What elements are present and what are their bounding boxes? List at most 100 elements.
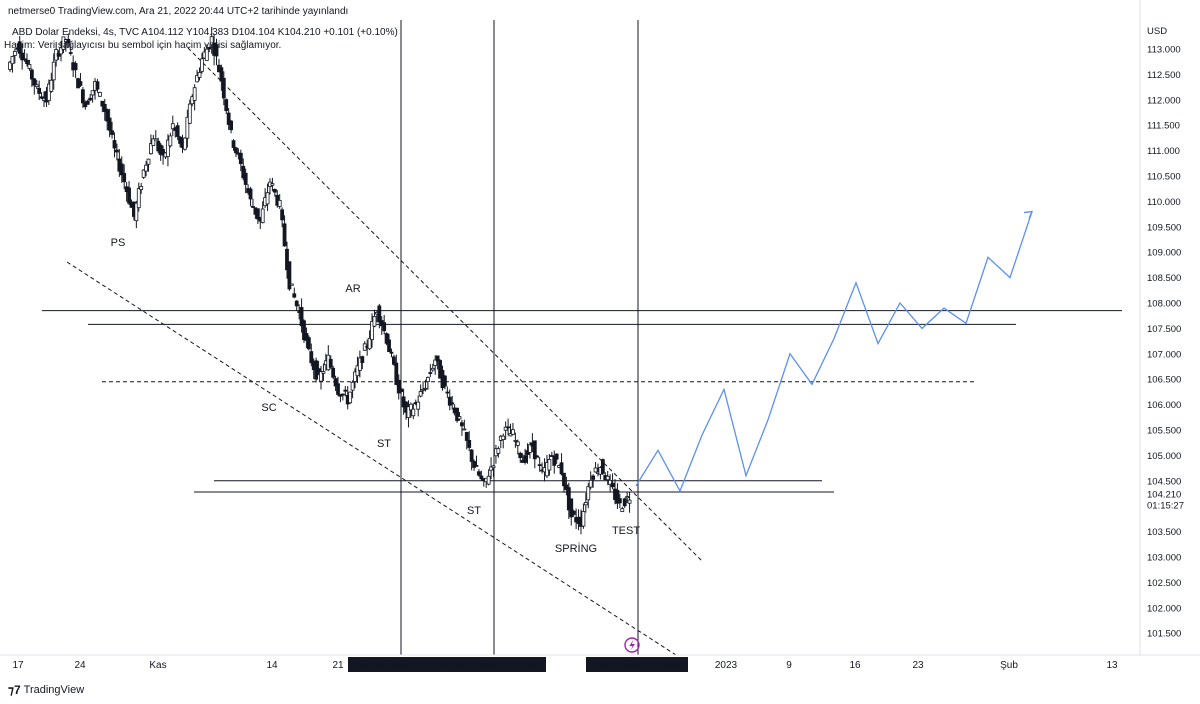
candle-body <box>532 440 537 460</box>
candle-body <box>66 38 71 44</box>
time-tick-label: 9 <box>786 660 792 671</box>
candle-body <box>615 489 620 504</box>
candle-body <box>168 135 173 147</box>
price-tick-label: 111.000 <box>1147 146 1180 157</box>
candle-body <box>547 459 552 471</box>
price-tick-label: 113.000 <box>1147 45 1181 56</box>
candle-body <box>255 208 260 220</box>
candle-body <box>360 356 365 364</box>
candle-body <box>610 482 615 488</box>
candle-body <box>134 202 139 222</box>
wyckoff-label: TEST <box>612 525 640 537</box>
candle-body <box>195 75 199 83</box>
candle-body <box>243 172 248 185</box>
candle-body <box>340 393 345 396</box>
candle-body <box>328 358 333 368</box>
candle-body <box>319 371 323 382</box>
time-tick-label: 23 <box>912 660 924 671</box>
time-tick-label: Kas <box>149 660 166 671</box>
candle-body <box>503 426 508 431</box>
candle-body <box>90 90 95 96</box>
candle-body <box>85 100 90 105</box>
candle-body <box>73 63 78 71</box>
candle-body <box>183 137 187 150</box>
projection-line[interactable] <box>635 211 1033 493</box>
candle-body <box>187 103 192 124</box>
price-tick-label: 102.500 <box>1147 578 1181 589</box>
wyckoff-label: ST <box>467 505 481 517</box>
candle-body <box>472 461 476 468</box>
candle-body <box>27 64 32 69</box>
candle-body <box>571 510 576 515</box>
volume-note: Hacim: Veri sağlayıcısı bu sembol için h… <box>4 40 282 51</box>
candle-body <box>535 455 540 458</box>
price-tick-label: 110.500 <box>1147 172 1181 183</box>
candle-body <box>382 322 387 332</box>
price-tick-label: 108.000 <box>1147 299 1181 310</box>
highlighted-date-label: Çar 07 Ara '22 02:00 <box>449 660 541 671</box>
candle-body <box>146 158 151 165</box>
highlighted-date-label: Cum 25 Kas '22 22:0 <box>352 660 446 671</box>
candle-body <box>421 388 425 391</box>
candle-body <box>331 367 336 378</box>
candle-body <box>513 440 518 442</box>
candle-body <box>161 149 165 156</box>
candle-body <box>511 429 515 435</box>
time-tick-label: 24 <box>74 660 86 671</box>
candle-body <box>32 78 37 86</box>
candle-body <box>192 87 197 101</box>
time-tick-label: 13 <box>1106 660 1118 671</box>
candle-body <box>39 96 44 99</box>
candle-body <box>416 401 421 410</box>
tradingview-icon: ⁊7 <box>8 683 21 697</box>
candle-body <box>265 192 270 205</box>
price-tick-label: 109.500 <box>1147 222 1181 233</box>
wyckoff-label: SPRİNG <box>555 542 597 555</box>
trendline-upper[interactable] <box>187 47 703 562</box>
candle-body <box>8 61 12 70</box>
candle-body <box>144 164 148 172</box>
candle-body <box>20 52 25 61</box>
candle-body <box>166 139 170 157</box>
candle-body <box>80 89 85 104</box>
candle-body <box>583 502 588 506</box>
candle-body <box>353 371 357 382</box>
candle-body <box>554 453 559 460</box>
projection-path <box>635 210 1034 493</box>
trend-channel-lines <box>66 47 703 656</box>
last-price-label: 104.210 <box>1147 490 1181 501</box>
candle-body <box>423 387 428 390</box>
candle-body <box>537 464 542 467</box>
candle-body <box>384 333 389 344</box>
candle-body <box>289 283 294 286</box>
time-tick-label: 17 <box>12 660 24 671</box>
vertical-marker-lines <box>400 20 639 655</box>
price-tick-label: 105.000 <box>1147 451 1181 462</box>
candle-body <box>489 466 493 471</box>
candle-body <box>622 498 627 507</box>
candle-body <box>370 321 374 340</box>
price-tick-label: 107.500 <box>1147 324 1181 335</box>
symbol-ohlc-line[interactable]: ABD Dolar Endeksi, 4s, TVC A104.112 Y104… <box>12 27 398 38</box>
candle-body <box>333 378 338 387</box>
candle-body <box>467 440 472 448</box>
trendline-lower[interactable] <box>66 261 677 656</box>
projection-arrowhead <box>1023 210 1034 219</box>
candle-body <box>496 448 501 454</box>
candle-body <box>408 403 413 411</box>
candle-body <box>464 432 469 441</box>
candle-body <box>588 479 593 488</box>
currency-label: USD <box>1147 26 1167 37</box>
tradingview-logo[interactable]: ⁊7 TradingView <box>8 683 84 697</box>
candle-body <box>34 84 39 88</box>
candle-body <box>316 368 321 374</box>
candle-body <box>10 56 15 65</box>
candle-body <box>95 81 100 90</box>
candle-body <box>260 208 265 224</box>
lightning-icon[interactable] <box>624 637 640 653</box>
candle-body <box>399 388 404 393</box>
candle-body <box>569 498 574 518</box>
candle-body <box>149 143 153 155</box>
candle-body <box>12 51 17 56</box>
candle-body <box>433 359 438 366</box>
